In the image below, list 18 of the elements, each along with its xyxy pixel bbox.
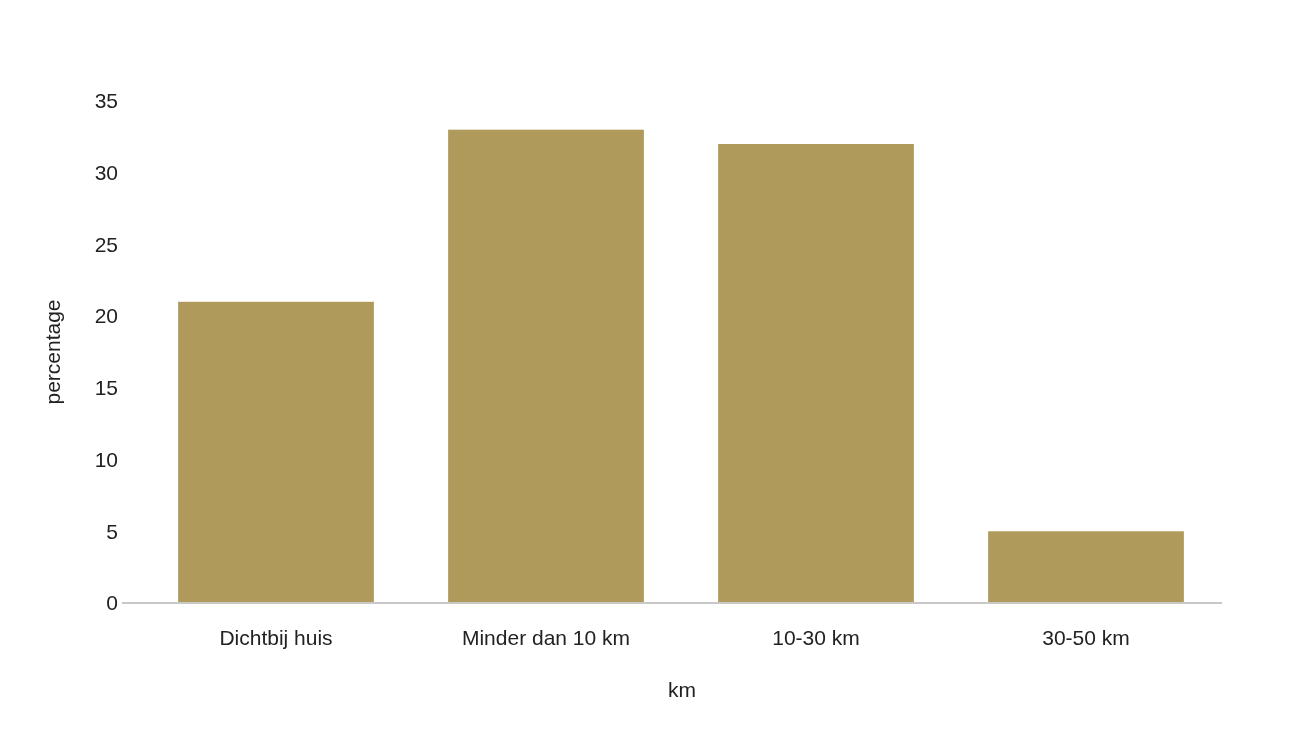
y-tick-label: 5 [106, 519, 118, 543]
y-tick-label: 20 [94, 304, 118, 328]
bar [448, 129, 644, 603]
x-axis-title: km [668, 678, 696, 701]
y-tick-label: 10 [94, 447, 118, 471]
x-tick-label: 10-30 km [772, 626, 860, 649]
x-tick-label: Minder dan 10 km [461, 626, 631, 649]
y-tick-label: 0 [106, 591, 118, 615]
y-tick-label: 15 [94, 376, 118, 400]
x-tick-label: 30-50 km [1042, 626, 1130, 649]
bar [178, 301, 374, 603]
y-axis-title: percentage [41, 299, 64, 405]
y-tick-label: 30 [94, 161, 118, 185]
bar [988, 531, 1184, 603]
y-tick-label: 25 [94, 232, 118, 256]
y-tick-label: 35 [94, 89, 118, 113]
bar [718, 144, 914, 603]
x-tick-label: Dichtbij huis [219, 626, 333, 649]
